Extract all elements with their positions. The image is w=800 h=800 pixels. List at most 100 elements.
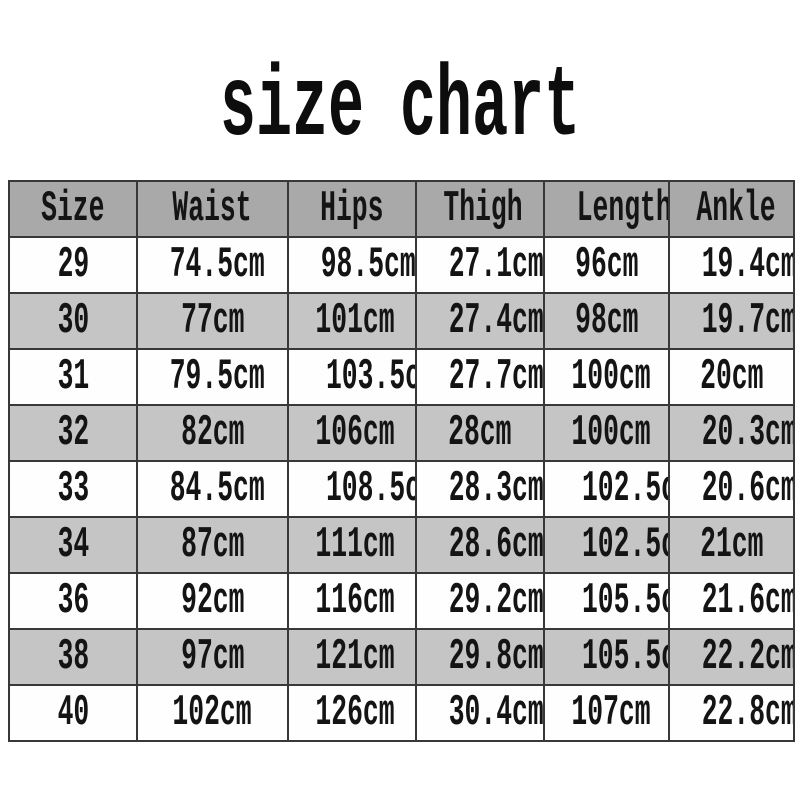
table-cell: 32 (8, 404, 138, 462)
table-cell: 92cm (136, 572, 289, 630)
cell-text: 92cm (180, 576, 245, 626)
cell-text: 32 (57, 408, 89, 458)
column-header-size: Size (8, 180, 138, 238)
cell-text: 103.5cm (325, 352, 414, 402)
table-cell: 19.4cm (668, 236, 795, 294)
table-row: 36 92cm 116cm 29.2cm 105.5cm 21.6cm (8, 572, 795, 630)
cell-text: 84.5cm (169, 464, 265, 514)
table-row: 30 77cm 101cm 27.4cm 98cm 19.7cm (8, 292, 795, 350)
cell-text: 20.6cm (701, 464, 794, 514)
table-row: 32 82cm 106cm 28cm 100cm 20.3cm (8, 404, 795, 462)
cell-text: 27.1cm (448, 240, 544, 290)
table-cell: 27.4cm (415, 292, 545, 350)
cell-text: 96cm (574, 240, 639, 290)
table-cell: 116cm (287, 572, 417, 630)
table-cell: 101cm (287, 292, 417, 350)
table-cell: 30 (8, 292, 138, 350)
column-header-label: Waist (172, 184, 253, 234)
table-cell: 19.7cm (668, 292, 795, 350)
table-cell: 111cm (287, 516, 417, 574)
table-row: 34 87cm 111cm 28.6cm 102.5cm 21cm (8, 516, 795, 574)
cell-text: 101cm (315, 296, 395, 346)
table-cell: 103.5cm (287, 348, 417, 406)
cell-text: 19.7cm (701, 296, 794, 346)
cell-text: 28cm (448, 408, 512, 458)
cell-text: 34 (57, 520, 89, 570)
column-header-label: Ankle (696, 184, 776, 234)
cell-text: 105.5cm (581, 632, 667, 682)
cell-text: 36 (57, 576, 89, 626)
cell-text: 87cm (180, 520, 245, 570)
cell-text: 100cm (571, 352, 651, 402)
table-cell: 34 (8, 516, 138, 574)
table-cell: 31 (8, 348, 138, 406)
cell-text: 111cm (315, 520, 395, 570)
cell-text: 22.2cm (701, 632, 794, 682)
table-cell: 28.3cm (415, 460, 545, 518)
cell-text: 102cm (172, 688, 253, 738)
table-cell: 84.5cm (136, 460, 289, 518)
column-header-thigh: Thigh (415, 180, 545, 238)
table-cell: 20cm (668, 348, 795, 406)
table-cell: 105.5cm (543, 628, 670, 686)
cell-text: 79.5cm (169, 352, 265, 402)
table-cell: 97cm (136, 628, 289, 686)
table-row: 29 74.5cm 98.5cm 27.1cm 96cm 19.4cm (8, 236, 795, 294)
table-cell: 27.7cm (415, 348, 545, 406)
table-cell: 106cm (287, 404, 417, 462)
table-cell: 21cm (668, 516, 795, 574)
table-cell: 107cm (543, 684, 670, 742)
table-cell: 20.3cm (668, 404, 795, 462)
cell-text: 108.5cm (325, 464, 414, 514)
cell-text: 28.3cm (448, 464, 544, 514)
cell-text: 20.3cm (701, 408, 794, 458)
cell-text: 98cm (574, 296, 639, 346)
cell-text: 121cm (315, 632, 395, 682)
table-cell: 29.2cm (415, 572, 545, 630)
cell-text: 100cm (571, 408, 651, 458)
cell-text: 106cm (315, 408, 395, 458)
header-row: Size Waist Hips Thigh Length Ankle (8, 180, 795, 238)
column-header-label: Hips (320, 184, 384, 234)
table-cell: 40 (8, 684, 138, 742)
table-cell: 21.6cm (668, 572, 795, 630)
cell-text: 30.4cm (448, 688, 544, 738)
column-header-hips: Hips (287, 180, 417, 238)
table-cell: 79.5cm (136, 348, 289, 406)
cell-text: 29.8cm (448, 632, 544, 682)
column-header-label: Thigh (443, 184, 523, 234)
table-cell: 29 (8, 236, 138, 294)
page-title: size chart (0, 52, 800, 165)
cell-text: 102.5cm (581, 464, 667, 514)
cell-text: 126cm (315, 688, 395, 738)
table-cell: 121cm (287, 628, 417, 686)
cell-text: 27.4cm (448, 296, 544, 346)
column-header-ankle: Ankle (668, 180, 795, 238)
cell-text: 97cm (180, 632, 245, 682)
cell-text: 28.6cm (448, 520, 544, 570)
table-cell: 98cm (543, 292, 670, 350)
cell-text: 29 (57, 240, 89, 290)
table-cell: 102cm (136, 684, 289, 742)
table-cell: 98.5cm (287, 236, 417, 294)
cell-text: 116cm (315, 576, 395, 626)
column-header-label: Size (41, 184, 105, 234)
cell-text: 29.2cm (448, 576, 544, 626)
column-header-label: Length (576, 184, 669, 234)
table-cell: 126cm (287, 684, 417, 742)
cell-text: 105.5cm (581, 576, 667, 626)
cell-text: 31 (57, 352, 89, 402)
cell-text: 22.8cm (701, 688, 794, 738)
cell-text: 82cm (180, 408, 245, 458)
cell-text: 33 (57, 464, 89, 514)
table-cell: 96cm (543, 236, 670, 294)
column-header-length: Length (543, 180, 670, 238)
table-cell: 77cm (136, 292, 289, 350)
table-cell: 87cm (136, 516, 289, 574)
table-cell: 38 (8, 628, 138, 686)
table-cell: 74.5cm (136, 236, 289, 294)
table-cell: 102.5cm (543, 460, 670, 518)
cell-text: 19.4cm (701, 240, 794, 290)
table-cell: 29.8cm (415, 628, 545, 686)
